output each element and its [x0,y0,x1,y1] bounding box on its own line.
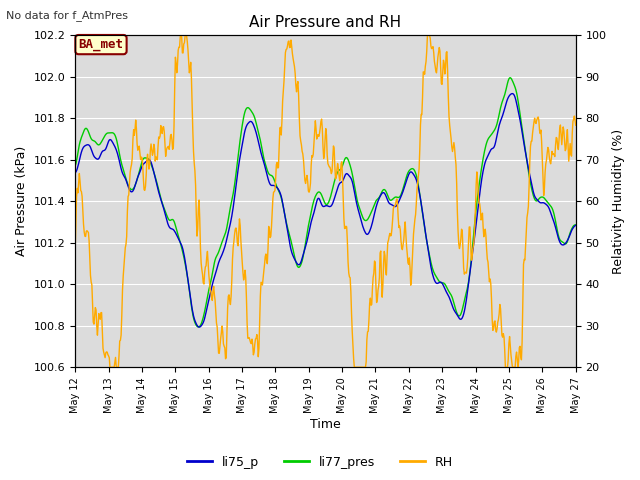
X-axis label: Time: Time [310,419,341,432]
Title: Air Pressure and RH: Air Pressure and RH [250,15,401,30]
Y-axis label: Air Pressure (kPa): Air Pressure (kPa) [15,146,28,256]
Legend: li75_p, li77_pres, RH: li75_p, li77_pres, RH [182,451,458,474]
Y-axis label: Relativity Humidity (%): Relativity Humidity (%) [612,129,625,274]
Text: BA_met: BA_met [79,38,124,51]
Text: No data for f_AtmPres: No data for f_AtmPres [6,10,129,21]
